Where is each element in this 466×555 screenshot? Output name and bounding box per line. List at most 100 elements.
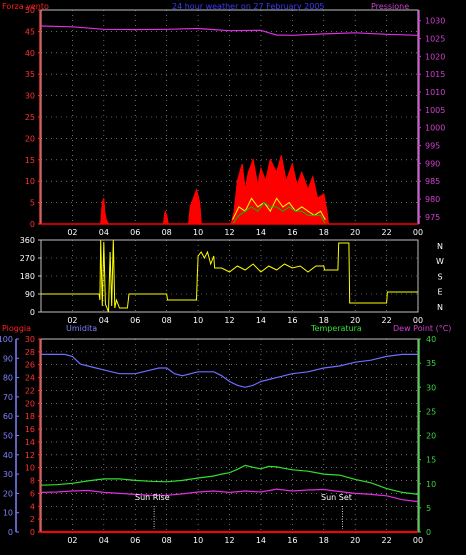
temperature-tick-label: 5 [426,504,431,513]
temperature-tick-label: 30 [426,383,436,392]
bottom-x-tick-label: 10 [193,536,203,545]
sunset-label: Sun Set [321,493,352,502]
humidity-tick-label: 40 [3,451,13,460]
wind-tick-label: 30 [25,92,35,101]
wind-gust-line [232,197,326,220]
pressure-tick-label: 990 [425,159,440,168]
direction-tick-label: 90 [25,290,35,299]
mid-x-tick-label: 18 [319,316,329,325]
wind-tick-label: 35 [25,70,35,79]
pressure-tick-label: 980 [425,195,440,204]
mid-x-tick-label: 20 [350,316,360,325]
direction-tick-label: 180 [20,272,35,281]
temperature-tick-label: 40 [426,335,436,344]
top-x-tick-label: 10 [193,228,203,237]
rain-tick-label: 2 [30,515,35,524]
rain-tick-label: 22 [25,386,35,395]
mid-x-tick-label: 16 [287,316,297,325]
rain-tick-label: 30 [25,335,35,344]
pressure-axis-title: Pressione [371,2,409,11]
top-x-tick-label: 20 [350,228,360,237]
grid-layer [41,10,419,532]
humidity-tick-label: 60 [3,412,13,421]
mid-x-tick-label: 22 [381,316,391,325]
temperature-axis-title: Temperatura [310,324,362,333]
compass-letter: S [437,272,442,281]
top-x-tick-label: 12 [224,228,234,237]
temperature-tick-label: 25 [426,407,436,416]
chart-title: 24 hour weather on 27 February 2005 [172,2,325,11]
humidity-tick-label: 70 [3,393,13,402]
top-x-tick-label: 00 [413,228,423,237]
pressure-tick-label: 1030 [425,17,445,26]
pressure-tick-label: 975 [425,213,440,222]
wind-direction-line [41,239,418,313]
top-x-tick-label: 18 [319,228,329,237]
mid-x-tick-label: 08 [162,316,172,325]
humidity-tick-label: 90 [3,354,13,363]
bottom-x-tick-label: 04 [99,536,109,545]
rain-tick-label: 8 [30,477,35,486]
humidity-tick-label: 10 [3,509,13,518]
mid-x-tick-label: 04 [99,316,109,325]
mid-x-tick-label: 00 [413,316,423,325]
mid-x-tick-label: 14 [256,316,266,325]
humidity-tick-label: 30 [3,470,13,479]
wind-axis-title: Forza vento [2,2,49,11]
wind-tick-label: 40 [25,49,35,58]
temperature-tick-label: 35 [426,359,436,368]
humidity-tick-label: 50 [3,432,13,441]
wind-tick-label: 45 [25,27,35,36]
bottom-x-tick-label: 02 [67,536,77,545]
rain-tick-label: 12 [25,451,35,460]
rain-tick-label: 18 [25,412,35,421]
rain-tick-label: 6 [30,489,35,498]
mid-x-tick-label: 06 [130,316,140,325]
rain-tick-label: 14 [25,438,35,447]
dewpoint-line [40,488,419,503]
mid-x-tick-label: 02 [67,316,77,325]
pressure-tick-label: 1010 [425,88,445,97]
temperature-tick-label: 20 [426,432,436,441]
compass-letter: E [437,288,442,297]
top-x-tick-label: 08 [162,228,172,237]
rain-tick-label: 10 [25,464,35,473]
temperature-tick-label: 15 [426,456,436,465]
bottom-x-tick-label: 06 [130,536,140,545]
direction-tick-label: 0 [30,308,35,317]
top-x-tick-label: 02 [67,228,77,237]
temperature-line [40,464,419,495]
temperature-tick-label: 10 [426,480,436,489]
mid-x-tick-label: 10 [193,316,203,325]
pressure-tick-label: 995 [425,142,440,151]
humidity-axis-title: Umidita [66,324,97,333]
compass-letter: N [437,242,443,251]
top-x-tick-label: 16 [287,228,297,237]
top-x-tick-label: 14 [256,228,266,237]
axis-layer: 02 04 06 08 10 12 14 16 18 20 22 000510152025303540… [0,6,445,545]
wind-tick-label: 50 [25,6,35,15]
bottom-x-tick-label: 20 [350,536,360,545]
wind-tick-label: 15 [25,156,35,165]
wind-tick-label: 10 [25,177,35,186]
direction-tick-label: 360 [20,236,35,245]
pressure-tick-label: 1015 [425,70,445,79]
series-layer [40,25,419,533]
pressure-line [40,25,419,36]
mid-x-tick-label: 12 [224,316,234,325]
pressure-tick-label: 1020 [425,52,445,61]
pressure-tick-label: 1025 [425,35,445,44]
rain-tick-label: 20 [25,399,35,408]
rain-tick-label: 0 [30,528,35,537]
pressure-tick-label: 1000 [425,124,445,133]
top-x-tick-label: 04 [99,228,109,237]
humidity-tick-label: 80 [3,374,13,383]
rain-tick-label: 24 [25,374,35,383]
rain-tick-label: 28 [25,348,35,357]
pressure-tick-label: 985 [425,177,440,186]
wind-tick-label: 25 [25,113,35,122]
humidity-tick-label: 100 [0,335,13,344]
rain-tick-label: 16 [25,425,35,434]
top-x-tick-label: 22 [381,228,391,237]
